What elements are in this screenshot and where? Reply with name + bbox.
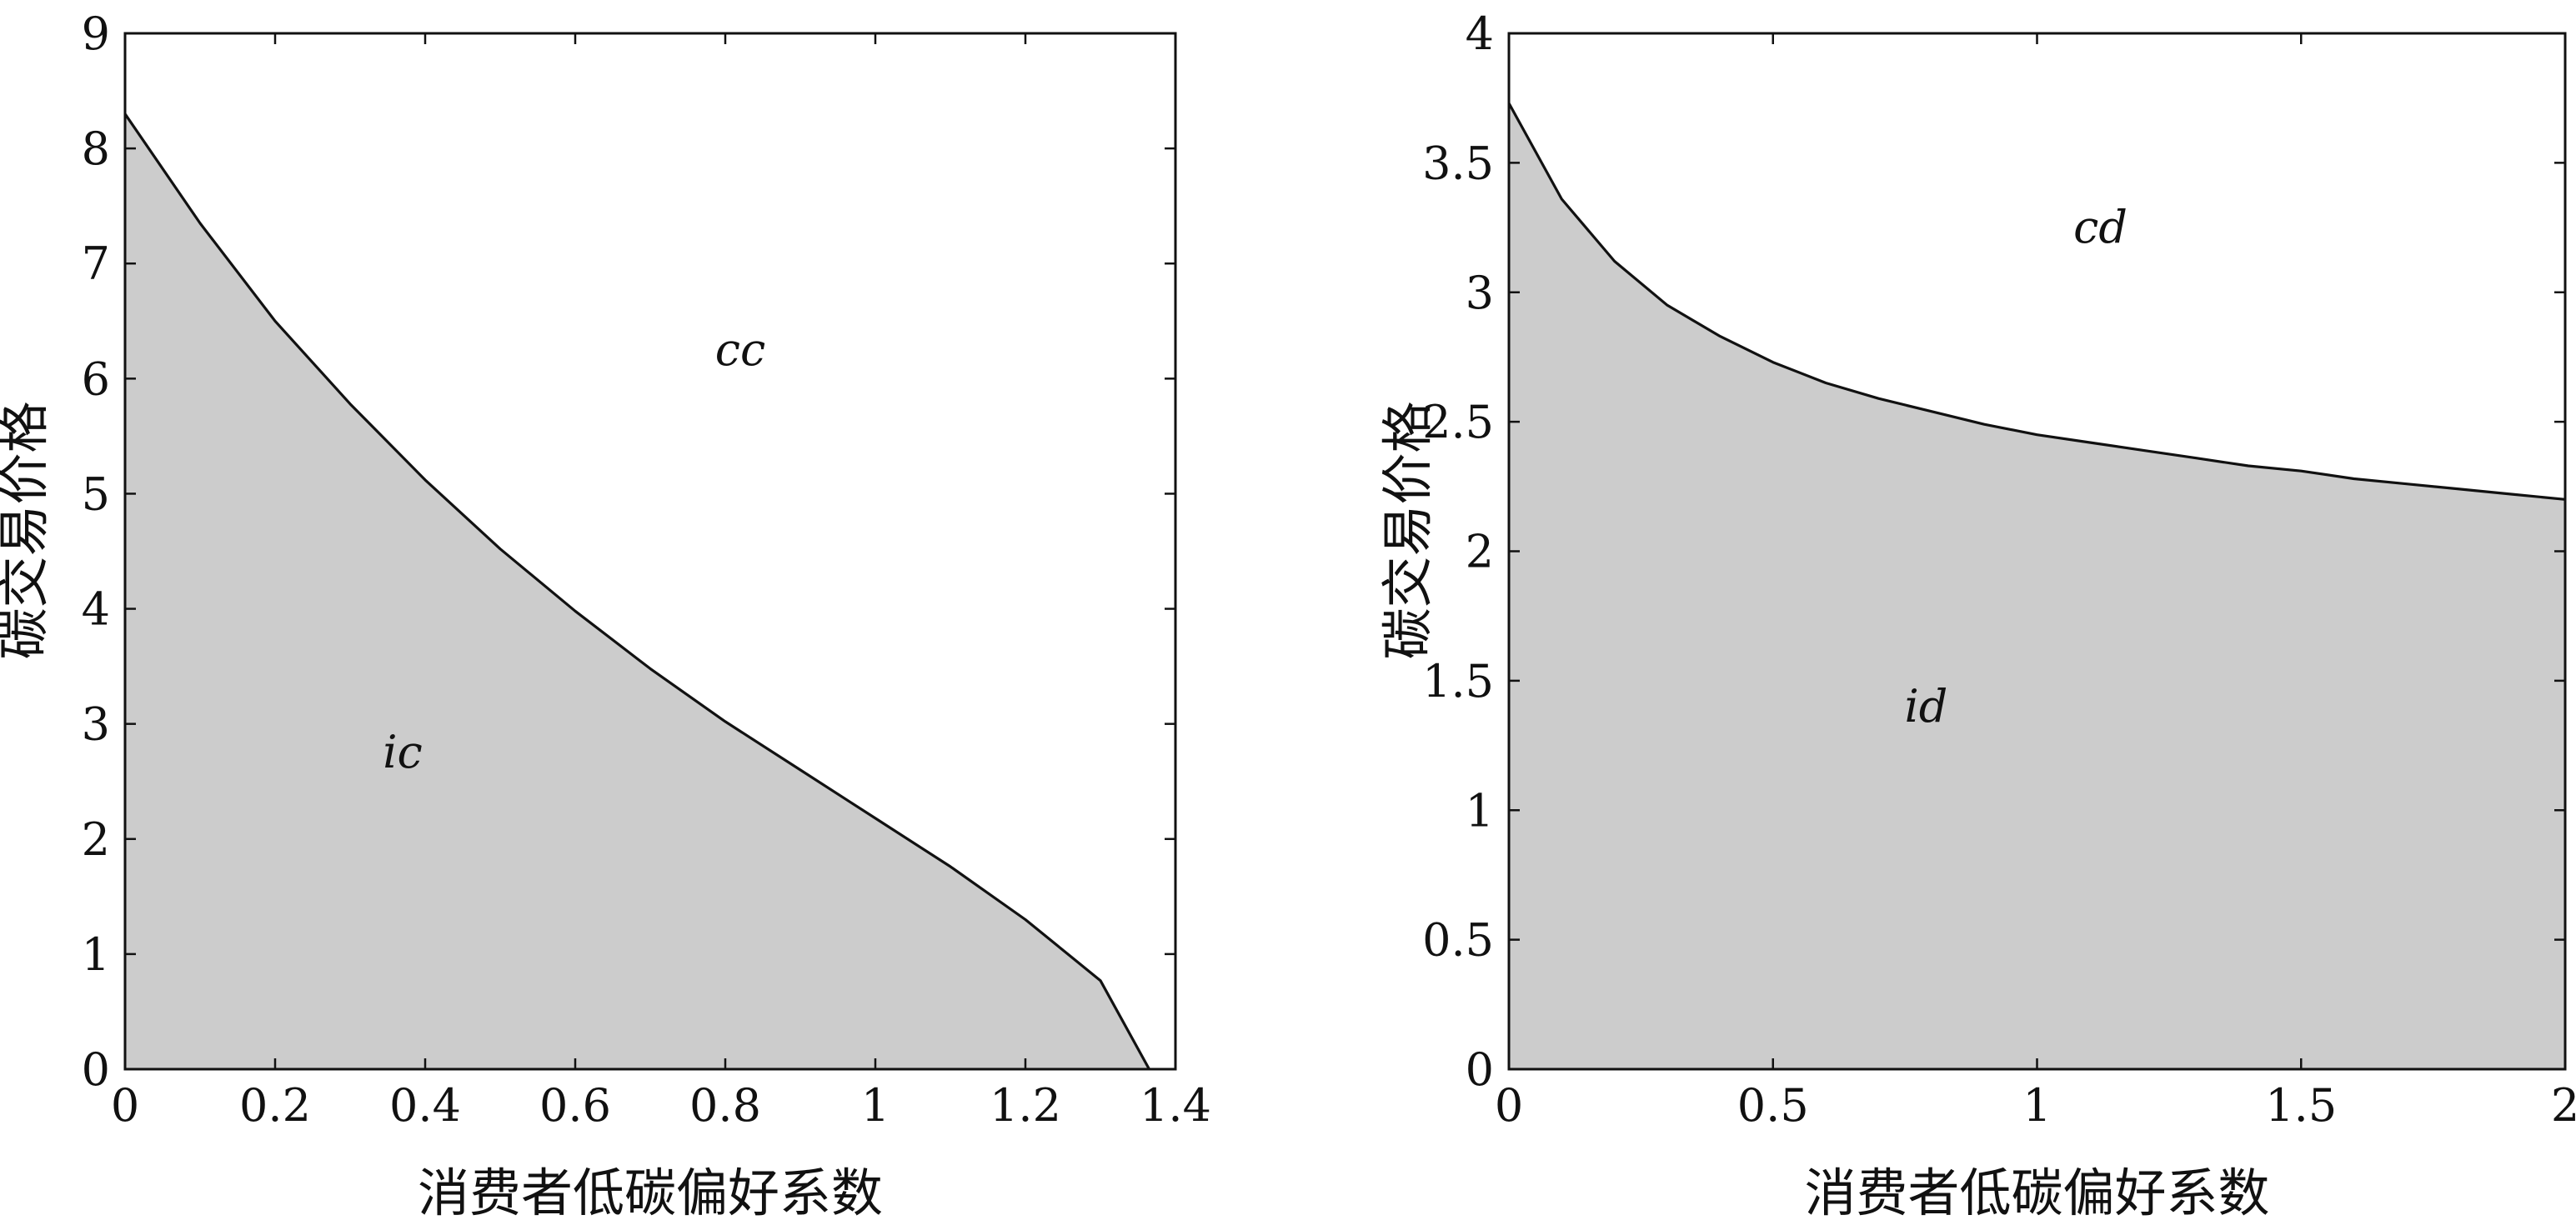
- left-y-axis-title: 碳交易价格: [0, 401, 54, 659]
- left-y-tick-label: 5: [82, 468, 110, 520]
- left-x-tick-label: 1.4: [1140, 1079, 1211, 1132]
- left-y-tick-label: 2: [82, 813, 110, 866]
- right-y-tick-label: 3.5: [1422, 137, 1494, 189]
- left-plot-frame: [123, 32, 1177, 1071]
- right-y-axis-title: 碳交易价格: [1377, 401, 1438, 659]
- left-y-tick-label: 4: [82, 583, 110, 636]
- right-boundary-line: [1507, 102, 2566, 501]
- right-x-tick-label: 2: [2551, 1079, 2576, 1132]
- left-x-axis-title: 消费者低碳偏好系数: [418, 1162, 883, 1223]
- left-y-tick-label: 7: [82, 238, 110, 290]
- right-y-tick-label: 1: [1466, 784, 1494, 837]
- left-y-tick-label: 8: [82, 122, 110, 175]
- right-x-tick-label: 0: [1495, 1079, 1523, 1132]
- left-x-tick-label: 0.6: [539, 1079, 611, 1132]
- left-y-tick-label: 6: [82, 352, 110, 405]
- left-x-tick-label: 0: [111, 1079, 139, 1132]
- right-y-tick-label: 2.5: [1422, 396, 1494, 448]
- left-y-tick-label: 3: [82, 698, 110, 751]
- left-x-tick-label: 1: [861, 1079, 890, 1132]
- left-region-label-ic: ic: [383, 726, 423, 778]
- left-x-tick-label: 1.2: [990, 1079, 1061, 1132]
- right-shaded-region: [1509, 102, 2565, 1069]
- right-region-label-cd: cd: [2073, 201, 2127, 253]
- left-y-tick-label: 1: [82, 928, 110, 981]
- left-region-label-cc: cc: [715, 323, 766, 376]
- right-y-tick-label: 0: [1466, 1043, 1494, 1096]
- left-shaded-region: [125, 113, 1175, 1070]
- left-x-tick-label: 0.8: [689, 1079, 761, 1132]
- right-y-tick-label: 4: [1466, 8, 1494, 60]
- right-x-tick-label: 0.5: [1737, 1079, 1809, 1132]
- left-y-tick-label: 9: [82, 8, 110, 60]
- right-y-tick-label: 0.5: [1422, 914, 1494, 967]
- right-y-tick-label: 2: [1466, 526, 1494, 578]
- left-chart-panel: 0 0.2 0.4 0.6 0.8 1 1.2 1.4 0 1 2 3 4 5 6 7 8 9 消费者低碳偏好系数 碳…: [0, 8, 1211, 1223]
- right-y-tick-label: 1.5: [1422, 655, 1494, 708]
- right-region-label-id: id: [1905, 680, 1948, 732]
- left-x-tick-label: 0.2: [239, 1079, 311, 1132]
- right-chart-panel: 0 0.5 1 1.5 2 0 0.5 1 1.5 2 2.5 3 3.5 4 消费者低碳偏好系数 碳交易价格…: [1377, 8, 2576, 1223]
- left-boundary-line: [123, 112, 1150, 1070]
- right-x-tick-label: 1.5: [2265, 1079, 2337, 1132]
- right-x-axis-title: 消费者低碳偏好系数: [1804, 1162, 2269, 1223]
- left-x-tick-label: 0.4: [389, 1079, 461, 1132]
- right-y-tick-label: 3: [1466, 267, 1494, 319]
- right-x-tick-label: 1: [2022, 1079, 2051, 1132]
- left-y-tick-label: 0: [82, 1043, 110, 1096]
